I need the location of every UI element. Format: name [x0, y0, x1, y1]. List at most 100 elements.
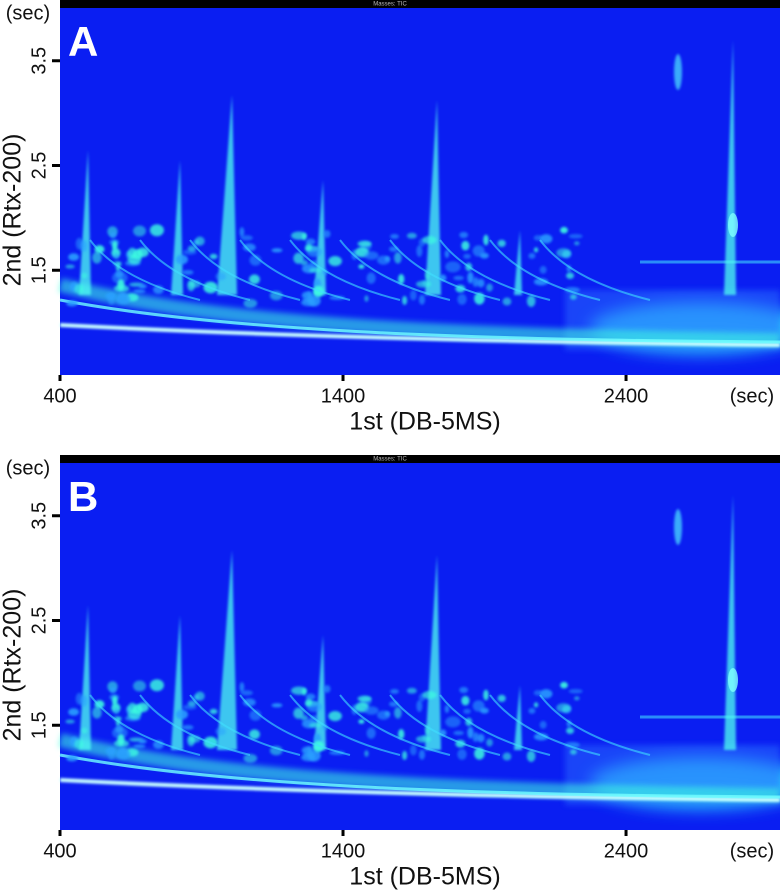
blob: [291, 231, 307, 240]
tail: [539, 694, 651, 756]
blob: [574, 696, 580, 701]
blob: [358, 719, 365, 724]
blob: [115, 293, 131, 305]
blob: [133, 680, 147, 692]
blob: [74, 284, 84, 294]
blob: [195, 236, 205, 246]
blob: [422, 236, 437, 245]
blob: [239, 227, 245, 238]
blob: [502, 297, 512, 306]
x-unit: (sec): [730, 385, 774, 407]
blob: [107, 293, 115, 306]
y-unit: (sec): [6, 457, 50, 479]
blob: [137, 702, 149, 713]
blob: [305, 698, 313, 706]
panel-label: A: [68, 18, 98, 65]
blob: [81, 727, 88, 734]
blob: [65, 719, 75, 724]
tail: [389, 239, 501, 301]
blob: [133, 744, 146, 749]
blob: [80, 695, 88, 707]
blob: [472, 700, 485, 712]
peak: [425, 100, 441, 295]
blob: [398, 728, 405, 740]
blob: [461, 695, 470, 706]
blob: [243, 243, 256, 252]
blob: [138, 284, 147, 289]
blob: [293, 707, 304, 719]
blob: [182, 269, 194, 275]
blob: [560, 226, 568, 234]
blob: [533, 702, 539, 708]
blob: [422, 691, 437, 700]
header-bar: [60, 0, 780, 8]
blob: [195, 691, 205, 701]
blob: [358, 264, 365, 269]
blob: [533, 278, 549, 286]
blob: [409, 289, 417, 301]
blob: [328, 710, 342, 722]
x-tick-label: 400: [43, 840, 76, 862]
tail: [239, 239, 351, 301]
blob: [309, 722, 322, 728]
blob: [497, 694, 506, 703]
x-axis-label: 1st (DB-5MS): [349, 863, 500, 891]
blob: [528, 707, 536, 714]
blob: [249, 254, 262, 266]
blob: [463, 708, 471, 714]
blob: [486, 283, 493, 292]
blob: [305, 243, 313, 251]
blob: [467, 271, 474, 284]
blob: [182, 724, 194, 730]
blob: [215, 272, 226, 281]
tail: [389, 694, 501, 756]
x-tick-label: 2400: [604, 385, 649, 407]
blob: [457, 748, 467, 760]
panel-label: B: [68, 473, 98, 520]
blob: [415, 280, 431, 288]
x-unit: (sec): [730, 840, 774, 862]
blob: [528, 252, 536, 259]
tail: [89, 239, 201, 301]
x-axis-label: 1st (DB-5MS): [349, 408, 500, 436]
blob: [113, 708, 119, 715]
blob: [467, 726, 474, 739]
tail: [189, 239, 301, 301]
header-label: Masses: TIC: [373, 2, 407, 8]
blob: [461, 240, 470, 251]
tail: [189, 694, 301, 756]
blob: [477, 733, 485, 743]
blob: [92, 706, 102, 719]
blob: [249, 729, 260, 740]
band: [59, 298, 780, 344]
blob: [483, 234, 489, 246]
blob: [556, 703, 571, 713]
blob: [566, 727, 575, 735]
x-tick-label: 1400: [321, 385, 366, 407]
peak: [514, 685, 522, 750]
y-axis-label: 2nd (Rtx-200): [0, 589, 27, 742]
blob: [366, 272, 376, 284]
blob: [539, 720, 547, 729]
blob: [65, 264, 75, 269]
x-tick-label: 2400: [604, 840, 649, 862]
blob: [418, 749, 426, 760]
tail: [439, 694, 551, 756]
blob: [187, 700, 197, 707]
peak: [674, 509, 682, 545]
blob: [398, 273, 405, 285]
blob: [249, 274, 260, 285]
blob: [239, 682, 245, 693]
tail: [289, 239, 401, 301]
peak: [217, 550, 237, 750]
blob: [390, 689, 399, 694]
blob: [486, 738, 493, 747]
blob: [402, 750, 408, 760]
blob: [149, 679, 164, 692]
blob: [115, 748, 131, 760]
blob: [418, 294, 426, 305]
peak: [728, 668, 738, 692]
y-tick-label: 2.5: [28, 607, 50, 635]
y-tick-label: 3.5: [28, 502, 50, 530]
y-axis-label: 2nd (Rtx-200): [0, 134, 27, 287]
